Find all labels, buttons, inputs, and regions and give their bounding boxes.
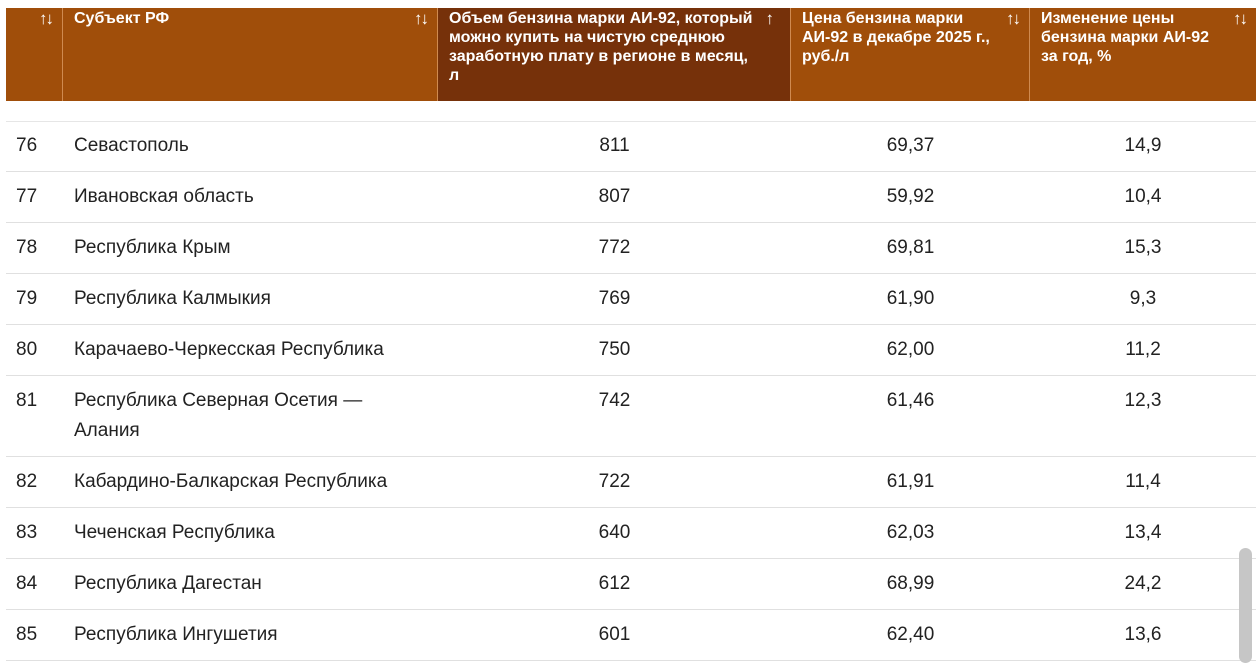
volume-cell: 811 <box>599 135 630 156</box>
header-change[interactable]: Изменение цены бензина марки АИ-92 за го… <box>1030 8 1256 101</box>
price-cell: 61,46 <box>886 390 935 411</box>
sort-icon[interactable]: ↑↓ <box>39 9 54 28</box>
table-row: 79 Республика Калмыкия 769 61,90 9,3 <box>6 274 1256 325</box>
table-row: 83 Чеченская Республика 640 62,03 13,4 <box>6 508 1256 559</box>
change-cell: 15,3 <box>1124 237 1162 258</box>
change-cell: 13,6 <box>1124 624 1162 645</box>
header-label: Цена бензина марки АИ-92 в декабре 2025 … <box>802 10 990 65</box>
region-cell: Севастополь <box>74 135 189 156</box>
price-cell: 68,99 <box>886 573 935 594</box>
clipped-glyph: ' <box>124 101 127 108</box>
price-cell: 62,03 <box>886 522 935 543</box>
change-cell: 10,4 <box>1124 186 1162 207</box>
table-row: 78 Республика Крым 772 69,81 15,3 <box>6 223 1256 274</box>
volume-cell: 742 <box>598 390 631 411</box>
rank-cell: 83 <box>16 522 38 543</box>
table-header: ↑↓ Субъект РФ ↑↓ Объем бензина марки АИ-… <box>6 8 1256 101</box>
rank-cell: 79 <box>16 288 38 309</box>
header-label: Объем бензина марки АИ-92, который можно… <box>449 10 753 84</box>
volume-cell: 807 <box>598 186 631 207</box>
volume-cell: 772 <box>598 237 631 258</box>
header-rank[interactable]: ↑↓ <box>6 8 63 101</box>
header-volume[interactable]: Объем бензина марки АИ-92, который можно… <box>438 8 791 101</box>
change-cell: 13,4 <box>1124 522 1162 543</box>
region-cell: Республика Калмыкия <box>74 288 271 309</box>
price-cell: 61,90 <box>886 288 935 309</box>
rank-cell: 81 <box>16 390 38 411</box>
sort-icon[interactable]: ↑↓ <box>1006 9 1021 28</box>
table-row: 80 Карачаево-Черкесская Республика 750 6… <box>6 325 1256 376</box>
volume-cell: 769 <box>598 288 631 309</box>
price-cell: 61,91 <box>886 471 935 492</box>
rank-cell: 78 <box>16 237 38 258</box>
change-cell: 14,9 <box>1124 135 1162 156</box>
region-cell: Кабардино-Балкарская Республика <box>74 471 388 492</box>
rank-cell: 85 <box>16 624 38 645</box>
scrolled-row-remnant: ' <box>6 101 1256 122</box>
region-cell: Карачаево-Черкесская Республика <box>74 339 384 360</box>
region-cell: Республика Крым <box>74 237 231 258</box>
scrollbar-thumb[interactable] <box>1239 548 1252 663</box>
change-cell: 12,3 <box>1124 390 1162 411</box>
table-row: 76 Севастополь 811 69,37 14,9 <box>6 121 1256 172</box>
region-cell: Республика Северная Осетия — Алания <box>74 390 363 441</box>
table-row: 82 Кабардино-Балкарская Республика 722 6… <box>6 457 1256 508</box>
header-label: Субъект РФ <box>74 10 170 27</box>
rank-cell: 82 <box>16 471 38 492</box>
price-cell: 69,37 <box>886 135 935 156</box>
table-body: 76 Севастополь 811 69,37 14,9 77 Ивановс… <box>6 121 1256 661</box>
change-cell: 11,4 <box>1125 471 1161 492</box>
rank-cell: 77 <box>16 186 38 207</box>
table-row: 85 Республика Ингушетия 601 62,40 13,6 <box>6 610 1256 661</box>
table-row: 77 Ивановская область 807 59,92 10,4 <box>6 172 1256 223</box>
volume-cell: 750 <box>598 339 631 360</box>
price-cell: 69,81 <box>886 237 935 258</box>
price-cell: 59,92 <box>886 186 935 207</box>
change-cell: 11,2 <box>1125 339 1161 360</box>
rank-cell: 80 <box>16 339 38 360</box>
price-cell: 62,40 <box>886 624 935 645</box>
header-price[interactable]: Цена бензина марки АИ-92 в декабре 2025 … <box>791 8 1030 101</box>
header-label: Изменение цены бензина марки АИ-92 за го… <box>1041 10 1210 65</box>
volume-cell: 601 <box>598 624 631 645</box>
sort-ascending-icon[interactable]: ↑ <box>765 9 775 28</box>
region-cell: Республика Дагестан <box>74 573 262 594</box>
sort-icon[interactable]: ↑↓ <box>1233 9 1248 28</box>
table-row: 84 Республика Дагестан 612 68,99 24,2 <box>6 559 1256 610</box>
volume-cell: 612 <box>598 573 631 594</box>
region-cell: Республика Ингушетия <box>74 624 278 645</box>
change-cell: 24,2 <box>1124 573 1162 594</box>
rank-cell: 84 <box>16 573 38 594</box>
sort-icon[interactable]: ↑↓ <box>414 9 429 28</box>
volume-cell: 640 <box>598 522 631 543</box>
region-cell: Чеченская Республика <box>74 522 275 543</box>
header-region[interactable]: Субъект РФ ↑↓ <box>63 8 438 101</box>
rank-cell: 76 <box>16 135 38 156</box>
price-cell: 62,00 <box>886 339 935 360</box>
volume-cell: 722 <box>598 471 631 492</box>
change-cell: 9,3 <box>1129 288 1157 309</box>
region-cell: Ивановская область <box>74 186 254 207</box>
table-row: 81 Республика Северная Осетия — Алания 7… <box>6 376 1256 457</box>
